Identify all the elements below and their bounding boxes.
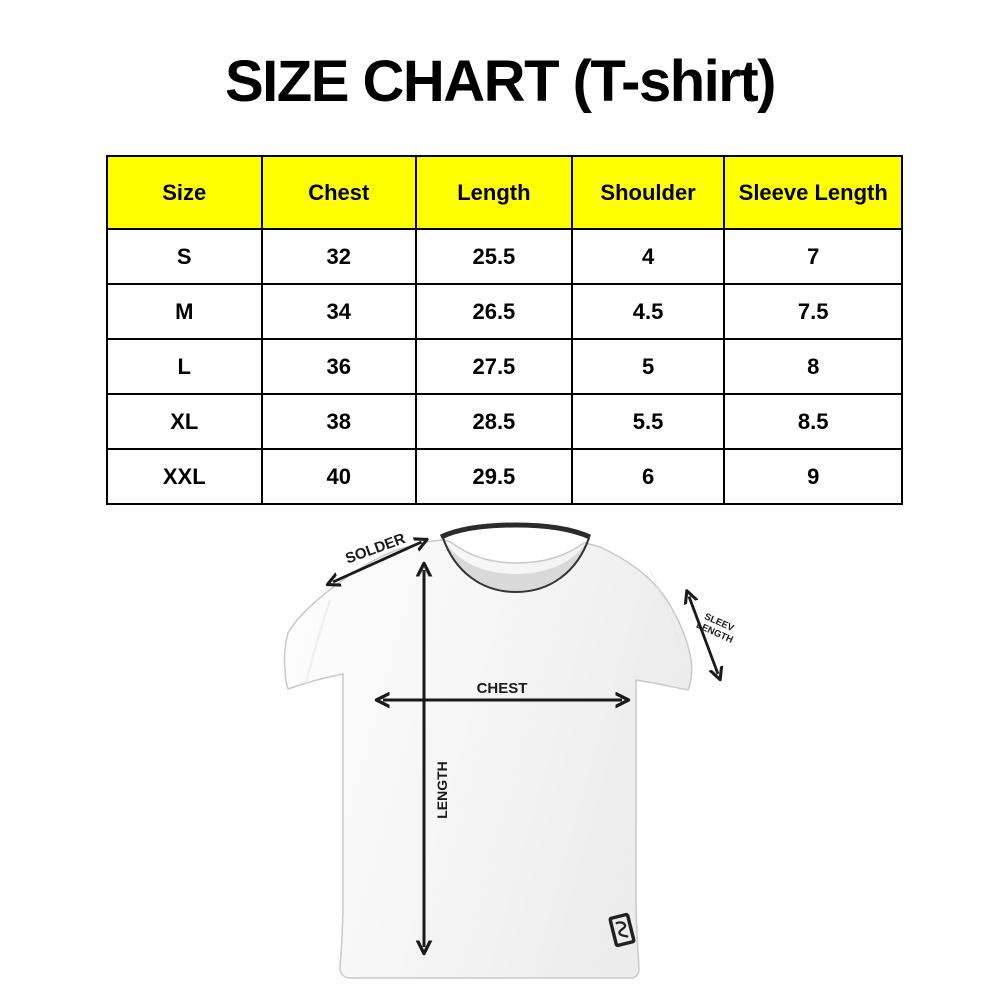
svg-text:CHEST: CHEST	[477, 680, 528, 697]
svg-text:LENGTH: LENGTH	[434, 761, 450, 819]
